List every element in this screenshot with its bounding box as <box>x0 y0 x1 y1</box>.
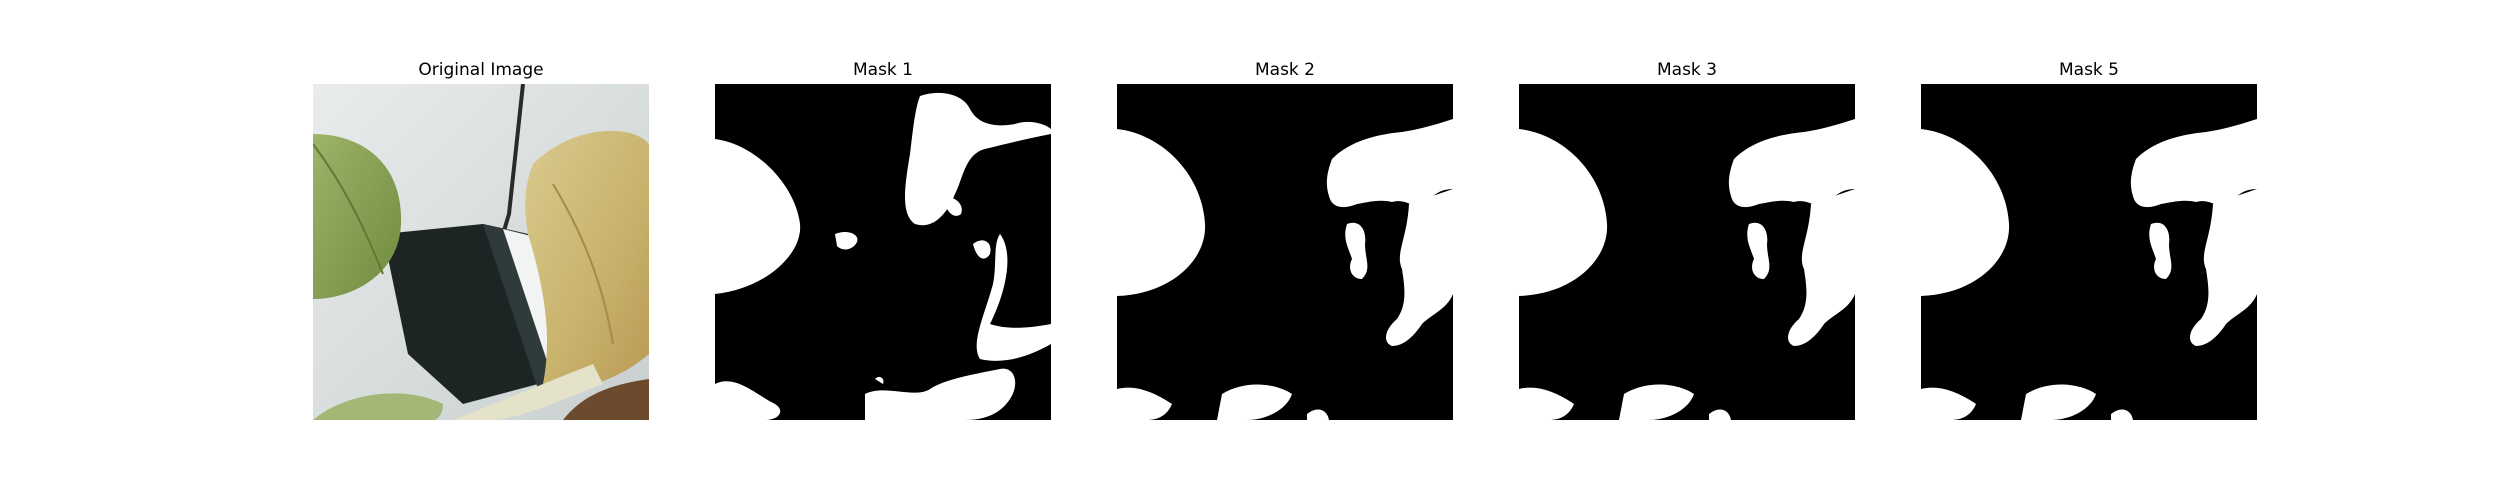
mask-5-image <box>1921 84 2257 420</box>
mask-3-image <box>1519 84 1855 420</box>
original-photo <box>313 84 649 420</box>
panel-title: Original Image <box>418 60 544 80</box>
panel-title: Mask 3 <box>1656 60 1717 80</box>
panel-title: Mask 5 <box>2058 60 2119 80</box>
mask-1-image <box>715 84 1051 420</box>
mask-2-image <box>1117 84 1453 420</box>
panel-title: Mask 2 <box>1254 60 1315 80</box>
panel-title: Mask 1 <box>852 60 913 80</box>
